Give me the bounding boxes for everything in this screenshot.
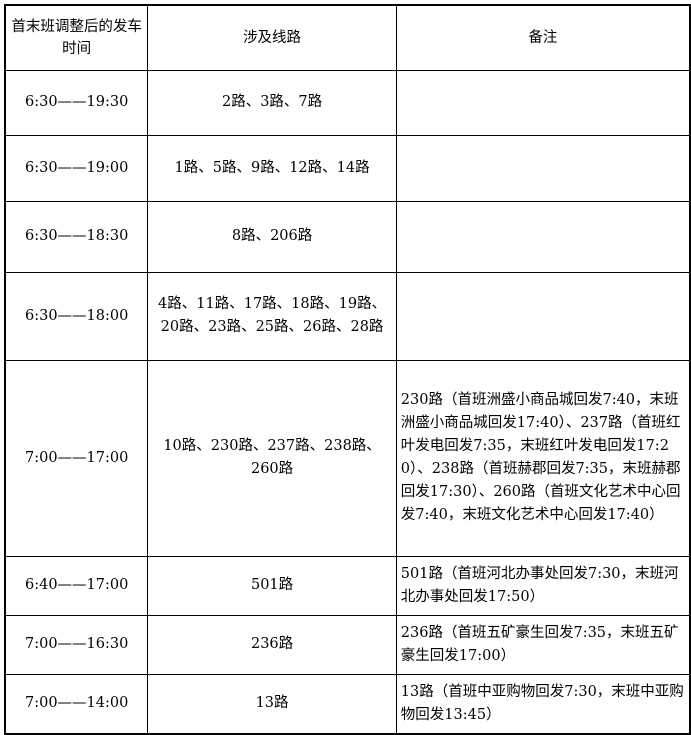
remarks-cell (395, 134, 691, 202)
time-cell: 6:30——19:00 (4, 134, 149, 202)
remarks-cell: 230路（首班洲盛小商品城回发7:40，末班洲盛小商品城回发17:40）、237… (395, 359, 691, 557)
remarks-cell (395, 200, 691, 273)
remarks-cell: 236路（首班五矿豪生回发7:35，末班五矿豪生回发17:00） (395, 614, 691, 675)
table-row: 7:00——17:00 10路、230路、237路、238路、260路 230路… (4, 359, 691, 557)
remarks-cell (395, 271, 691, 361)
time-cell: 7:00——16:30 (4, 614, 149, 675)
header-row: 首末班调整后的发车时间 涉及线路 备注 (4, 4, 691, 71)
table-row: 7:00——14:00 13路 13路（首班中亚购物回发7:30，末班中亚购物回… (4, 673, 691, 735)
routes-cell: 8路、206路 (147, 200, 397, 273)
time-cell: 7:00——14:00 (4, 673, 149, 735)
table-row: 6:30——19:00 1路、5路、9路、12路、14路 (4, 134, 691, 202)
routes-cell: 13路 (147, 673, 397, 735)
routes-cell: 236路 (147, 614, 397, 675)
remarks-cell (395, 69, 691, 136)
time-cell: 7:00——17:00 (4, 359, 149, 557)
header-remarks: 备注 (395, 4, 691, 71)
schedule-table: 首末班调整后的发车时间 涉及线路 备注 6:30——19:30 2路、3路、7路… (4, 4, 691, 735)
time-cell: 6:30——18:00 (4, 271, 149, 361)
table-row: 7:00——16:30 236路 236路（首班五矿豪生回发7:35，末班五矿豪… (4, 614, 691, 675)
table-row: 6:30——19:30 2路、3路、7路 (4, 69, 691, 136)
routes-cell: 501路 (147, 555, 397, 616)
table-row: 6:30——18:30 8路、206路 (4, 200, 691, 273)
time-cell: 6:30——18:30 (4, 200, 149, 273)
table-row: 6:30——18:00 4路、11路、17路、18路、19路、20路、23路、2… (4, 271, 691, 361)
time-cell: 6:40——17:00 (4, 555, 149, 616)
remarks-cell: 501路（首班河北办事处回发7:30，末班河北办事处回发17:50） (395, 555, 691, 616)
time-cell: 6:30——19:30 (4, 69, 149, 136)
header-time: 首末班调整后的发车时间 (4, 4, 149, 71)
routes-cell: 1路、5路、9路、12路、14路 (147, 134, 397, 202)
routes-cell: 4路、11路、17路、18路、19路、20路、23路、25路、26路、28路 (147, 271, 397, 361)
remarks-cell: 13路（首班中亚购物回发7:30，末班中亚购物回发13:45） (395, 673, 691, 735)
table-row: 6:40——17:00 501路 501路（首班河北办事处回发7:30，末班河北… (4, 555, 691, 616)
routes-cell: 2路、3路、7路 (147, 69, 397, 136)
header-routes: 涉及线路 (147, 4, 397, 71)
routes-cell: 10路、230路、237路、238路、260路 (147, 359, 397, 557)
